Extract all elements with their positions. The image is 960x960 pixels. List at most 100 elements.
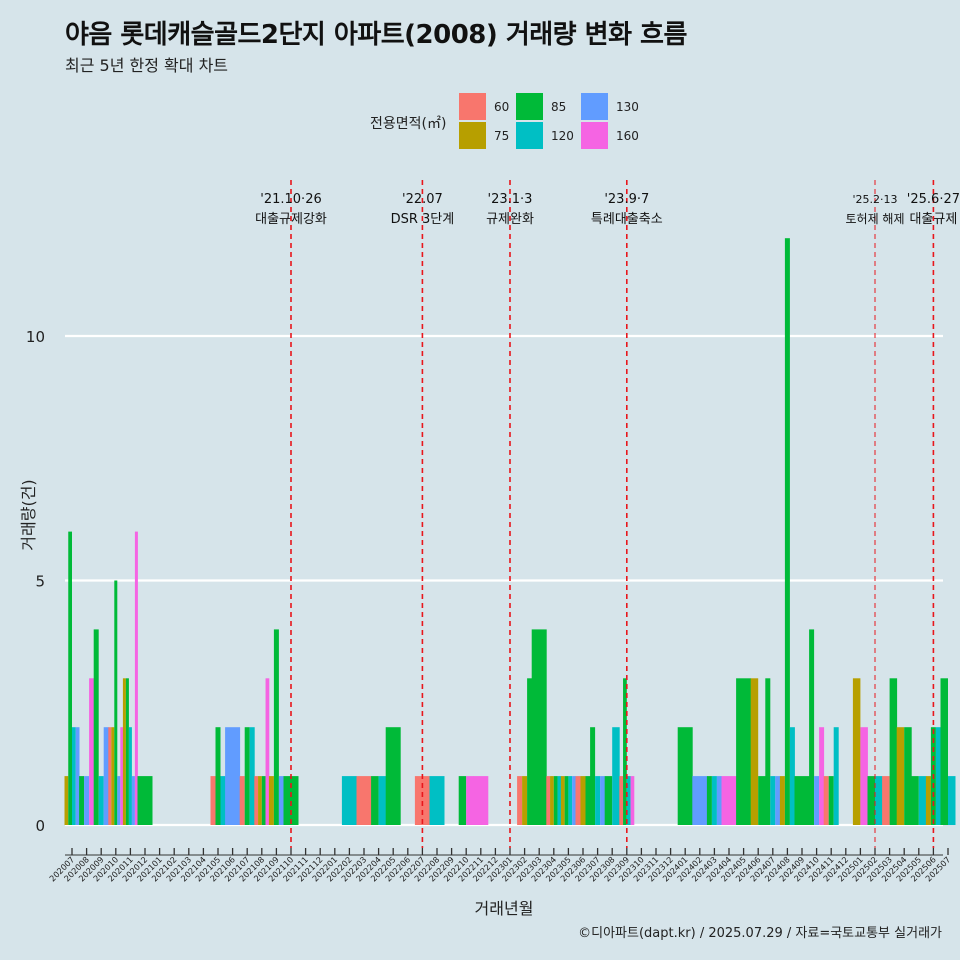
bar-202403-85 bbox=[706, 776, 712, 825]
bar-202506-120 bbox=[935, 727, 941, 825]
bar-202411-85 bbox=[828, 776, 834, 825]
bar-202404-160 bbox=[721, 776, 737, 825]
bar-202109-85 bbox=[273, 629, 279, 825]
legend-swatch-60 bbox=[459, 93, 486, 120]
bar-202406-85 bbox=[758, 776, 766, 825]
legend-swatch-85 bbox=[516, 93, 543, 120]
bar-202505-120 bbox=[918, 776, 927, 825]
event-date: '22.07 bbox=[402, 192, 443, 207]
bar-202007-130 bbox=[75, 727, 80, 825]
bar-202309-160 bbox=[630, 776, 635, 825]
bar-202308-85 bbox=[604, 776, 613, 825]
bar-202504-85 bbox=[904, 727, 912, 825]
bar-202410-160 bbox=[819, 727, 825, 825]
bar-202205-85 bbox=[385, 727, 401, 825]
x-axis-title: 거래년월 bbox=[475, 899, 534, 918]
event-date: '25.6·27 bbox=[907, 192, 960, 207]
event-date: '25.2·13 bbox=[852, 193, 897, 206]
bar-202305-130 bbox=[572, 776, 576, 825]
legend-label-130: 130 bbox=[616, 100, 639, 114]
bar-202502-120 bbox=[875, 776, 883, 825]
chart-title: 야음 롯데캐슬골드2단지 아파트(2008) 거래량 변화 흐름 bbox=[65, 20, 687, 50]
bar-202408-120 bbox=[789, 727, 795, 825]
bar-202109-75 bbox=[268, 776, 274, 825]
bar-202007-85 bbox=[68, 531, 72, 825]
bar-202304-85 bbox=[553, 776, 558, 825]
bar-202108-75 bbox=[258, 776, 262, 825]
y-tick-label: 0 bbox=[35, 817, 45, 835]
legend: 전용면적(㎡) 60 75 85 120 130 160 bbox=[370, 93, 639, 149]
bar-202305-120 bbox=[568, 776, 573, 825]
bar-202011-130 bbox=[131, 776, 135, 825]
bar-202308-120 bbox=[612, 727, 620, 825]
bar-202401-85 bbox=[677, 727, 693, 825]
bar-202306-85 bbox=[585, 776, 591, 825]
bar-202302-85 bbox=[527, 678, 533, 825]
event-label: 대출규제 bbox=[909, 212, 957, 227]
legend-swatch-120 bbox=[516, 122, 543, 149]
bar-202106-130 bbox=[225, 727, 241, 825]
legend-swatch-160 bbox=[581, 122, 608, 149]
bar-202108-60 bbox=[254, 776, 259, 825]
bar-202502-85 bbox=[867, 776, 875, 825]
bar-202010-85 bbox=[114, 580, 118, 825]
bar-202008-85 bbox=[79, 776, 85, 825]
legend-swatch-75 bbox=[459, 122, 486, 149]
event-label: 대출규제강화 bbox=[255, 212, 327, 227]
bar-202501-160 bbox=[860, 727, 868, 825]
bar-202307-85 bbox=[590, 727, 596, 825]
bar-202410-130 bbox=[814, 776, 820, 825]
event-label: DSR 3단계 bbox=[391, 212, 455, 227]
event-date: '23.1·3 bbox=[488, 192, 533, 207]
bar-202207-60 bbox=[414, 776, 430, 825]
bar-202007-120 bbox=[72, 727, 76, 825]
bar-202309-120 bbox=[626, 776, 631, 825]
bar-202009-120 bbox=[98, 776, 104, 825]
bar-202210-85 bbox=[458, 776, 467, 825]
bar-202302-75 bbox=[522, 776, 528, 825]
bar-202011-75 bbox=[122, 678, 126, 825]
bar-202506-75 bbox=[925, 776, 931, 825]
bar-202204-120 bbox=[378, 776, 387, 825]
event-date: '23.9·7 bbox=[604, 192, 649, 207]
bar-202107-60 bbox=[239, 776, 245, 825]
bar-202010-60 bbox=[108, 727, 112, 825]
bar-202309-60 bbox=[619, 776, 624, 825]
y-tick-label: 5 bbox=[35, 573, 45, 591]
bar-202408-75 bbox=[779, 776, 785, 825]
bar-202011-120 bbox=[128, 727, 132, 825]
bar-202302-60 bbox=[517, 776, 523, 825]
bar-202109-130 bbox=[278, 776, 284, 825]
bar-202011-160 bbox=[134, 531, 138, 825]
bar-202012-85 bbox=[137, 776, 153, 825]
bar-202503-60 bbox=[882, 776, 890, 825]
bar-202402-130 bbox=[692, 776, 708, 825]
source-caption: ©디아파트(dapt.kr) / 2025.07.29 / 자료=국토교통부 실… bbox=[578, 926, 942, 941]
bar-202107-120 bbox=[249, 727, 255, 825]
event-label: 특례대출축소 bbox=[591, 212, 663, 227]
bar-202108-160 bbox=[265, 678, 270, 825]
bar-202110-85 bbox=[283, 776, 299, 825]
bar-202303-85 bbox=[531, 629, 547, 825]
bar-202403-130 bbox=[716, 776, 722, 825]
bar-202307-130 bbox=[600, 776, 606, 825]
bar-202009-85 bbox=[93, 629, 99, 825]
bar-202107-85 bbox=[244, 727, 250, 825]
bar-202008-160 bbox=[89, 678, 95, 825]
bar-202007-75 bbox=[64, 776, 69, 825]
bar-202108-85 bbox=[261, 776, 266, 825]
bar-202403-120 bbox=[711, 776, 717, 825]
bar-202204-85 bbox=[371, 776, 379, 825]
bar-202305-85 bbox=[564, 776, 569, 825]
bar-202009-130 bbox=[103, 727, 109, 825]
y-axis-title: 거래량(건) bbox=[19, 479, 38, 550]
bar-202405-85 bbox=[736, 678, 752, 825]
bar-202304-60 bbox=[546, 776, 551, 825]
event-label: 토허제 해제 bbox=[845, 212, 904, 226]
chart-subtitle: 최근 5년 한정 확대 차트 bbox=[65, 56, 229, 75]
bar-202406-75 bbox=[750, 678, 759, 825]
bar-202503-85 bbox=[889, 678, 898, 825]
bar-202010-160 bbox=[120, 727, 124, 825]
bar-202304-75 bbox=[550, 776, 554, 825]
